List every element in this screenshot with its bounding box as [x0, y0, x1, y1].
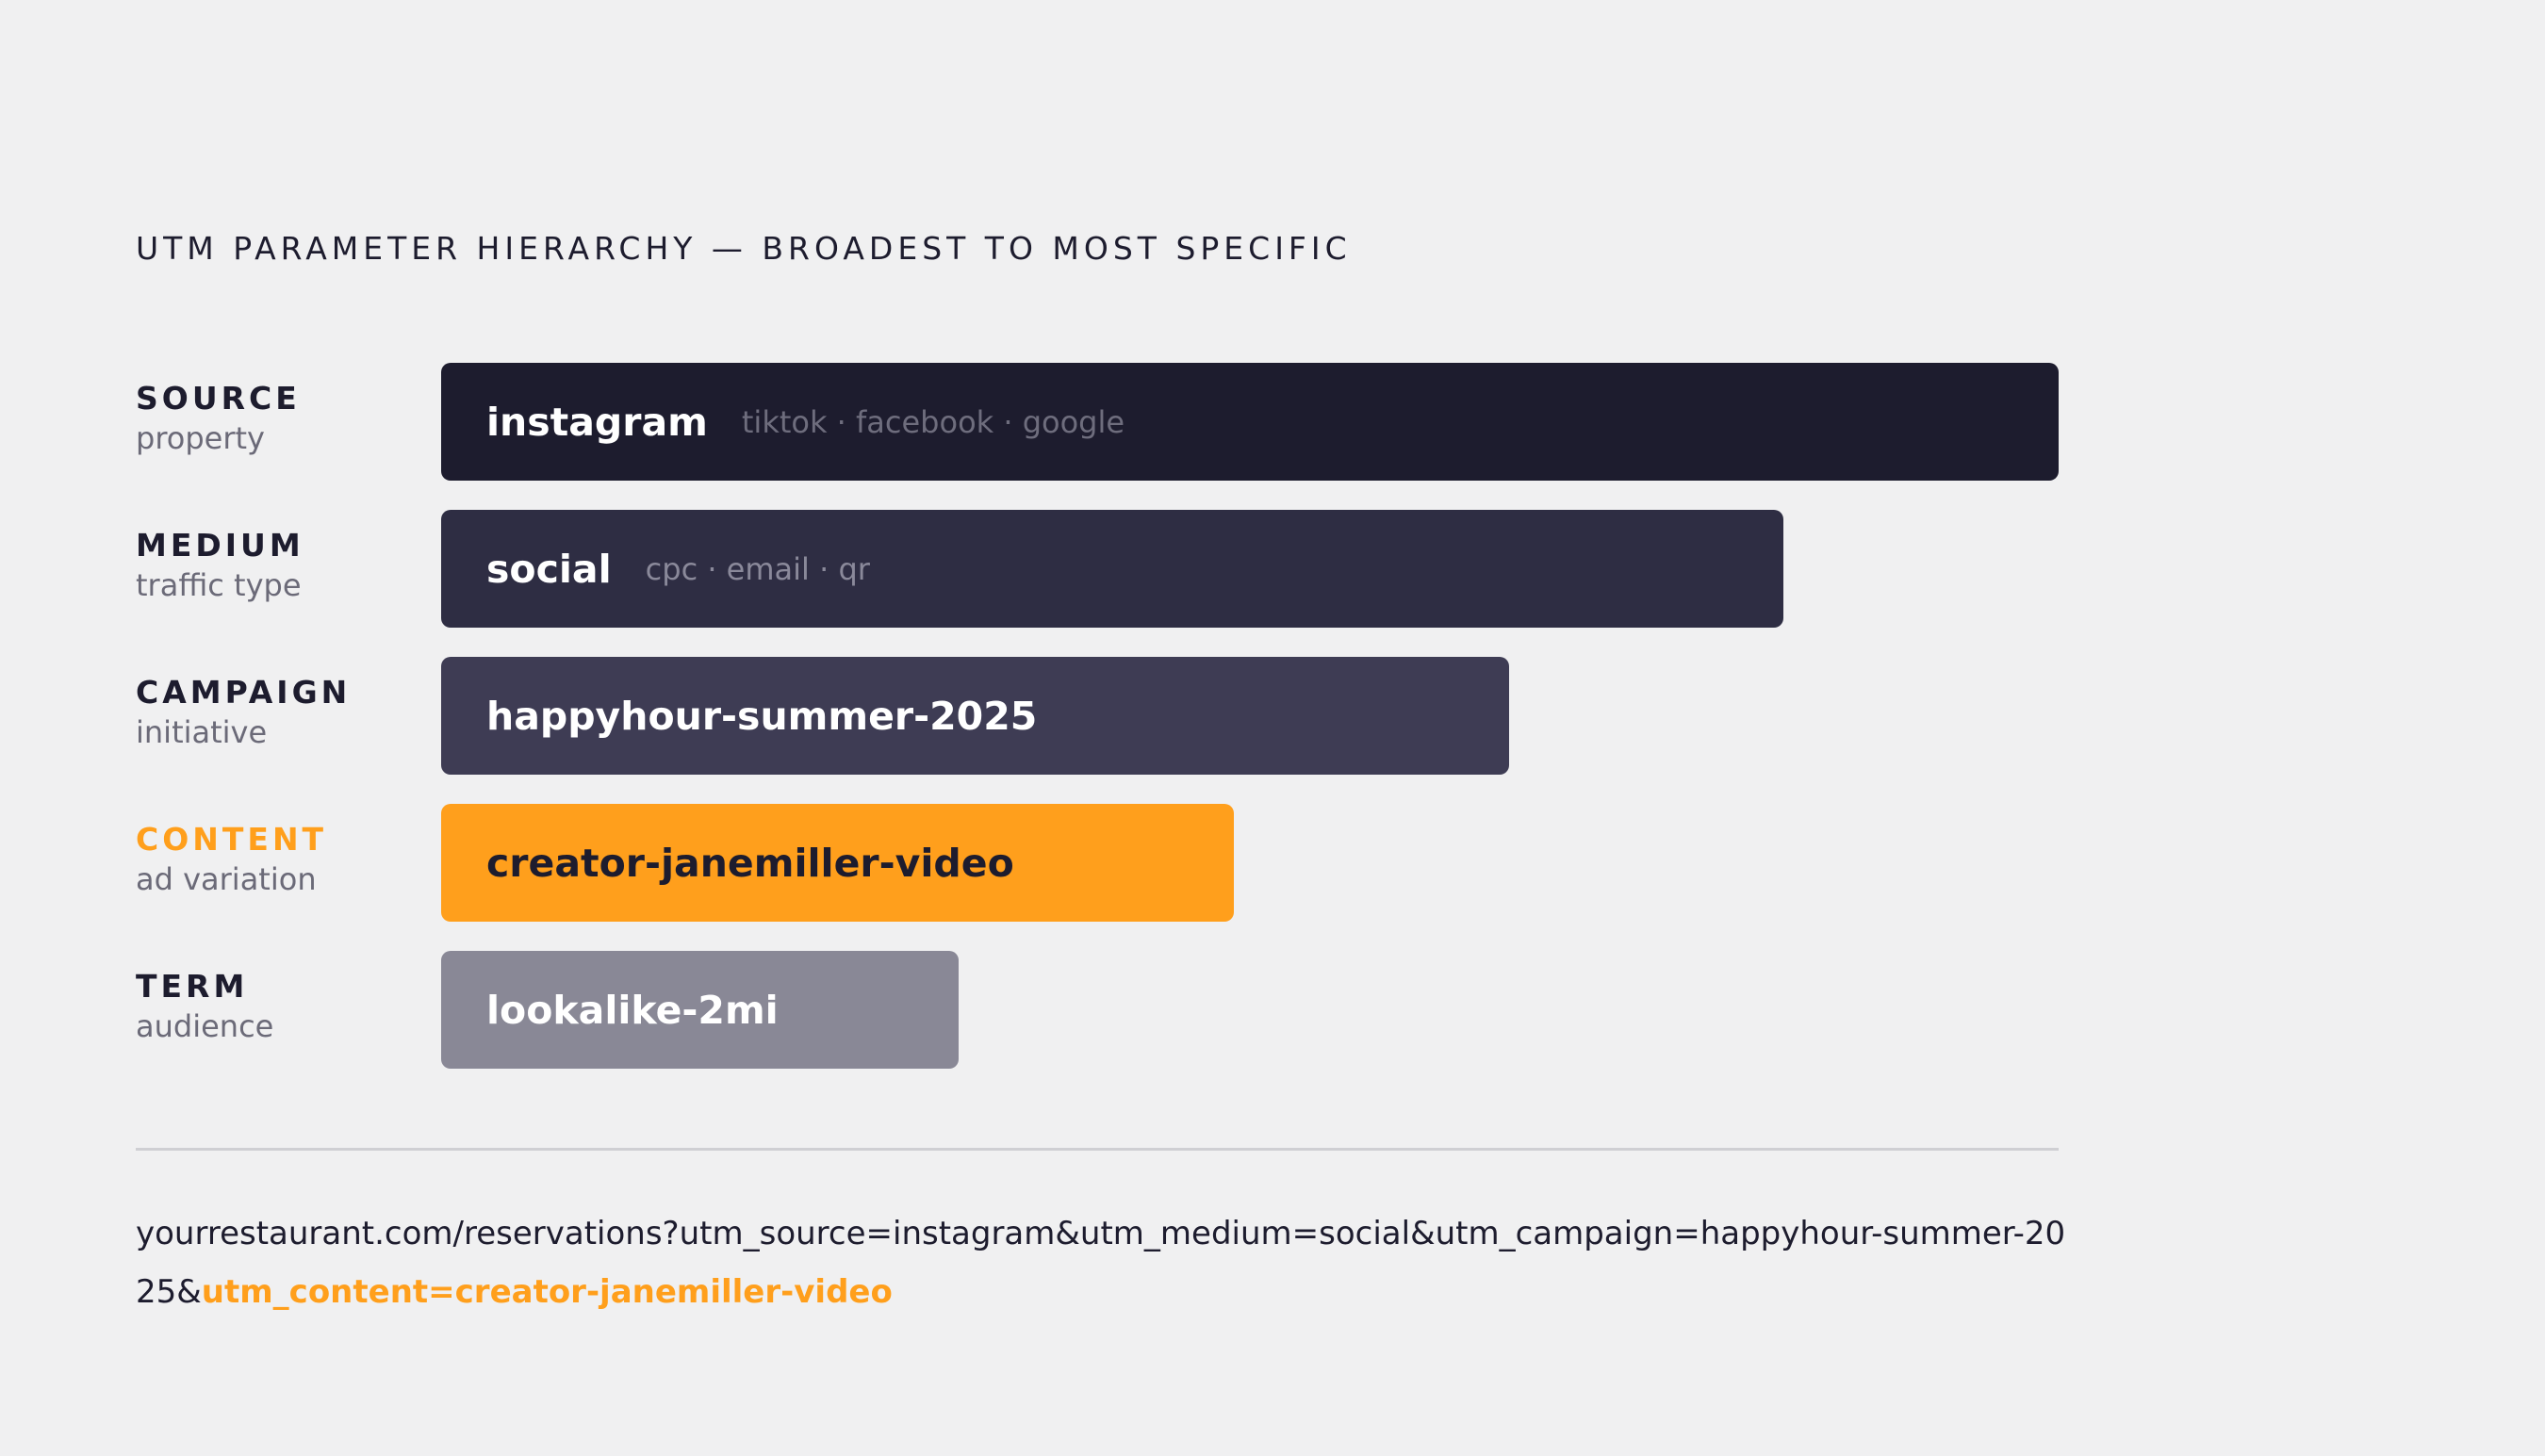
row-campaign: CAMPAIGN initiative happyhour-summer-2025 — [0, 657, 2545, 775]
bar-alternatives-medium: cpc · email · qr — [645, 550, 870, 587]
bar-value-content: creator-janemiller-video — [486, 840, 1014, 886]
param-name-term: TERM — [136, 968, 249, 1005]
bar-source: instagram tiktok · facebook · google — [441, 363, 2059, 481]
param-name-content: CONTENT — [136, 821, 328, 858]
url-base: yourrestaurant.com/reservations?utm_sour… — [136, 1215, 2066, 1311]
param-name-source: SOURCE — [136, 380, 301, 417]
divider — [136, 1148, 2059, 1151]
row-source: SOURCE property instagram tiktok · facebook… — [0, 363, 2545, 481]
param-name-medium: MEDIUM — [136, 527, 304, 564]
bar-value-campaign: happyhour-summer-2025 — [486, 693, 1038, 739]
param-description-source: property — [136, 420, 265, 456]
row-label-source: SOURCE property — [136, 380, 419, 459]
row-label-content: CONTENT ad variation — [136, 821, 419, 900]
bar-alternatives-source: tiktok · facebook · google — [741, 403, 1125, 440]
row-label-campaign: CAMPAIGN initiative — [136, 674, 419, 753]
bar-term: lookalike-2mi — [441, 951, 959, 1069]
example-url: yourrestaurant.com/reservations?utm_sour… — [136, 1204, 2077, 1321]
row-label-medium: MEDIUM traffic type — [136, 527, 419, 606]
param-description-medium: traffic type — [136, 567, 302, 603]
bar-value-medium: social — [486, 546, 612, 592]
row-content: CONTENT ad variation creator-janemiller-vi… — [0, 804, 2545, 922]
row-label-term: TERM audience — [136, 968, 419, 1047]
row-medium: MEDIUM traffic type social cpc · email · qr — [0, 510, 2545, 628]
bar-value-term: lookalike-2mi — [486, 987, 779, 1033]
url-content-highlight: utm_content=creator-janemiller-video — [201, 1273, 893, 1311]
param-description-term: audience — [136, 1008, 274, 1044]
row-term: TERM audience lookalike-2mi — [0, 951, 2545, 1069]
bar-medium: social cpc · email · qr — [441, 510, 1783, 628]
param-description-content: ad variation — [136, 861, 317, 897]
bar-campaign: happyhour-summer-2025 — [441, 657, 1509, 775]
param-name-campaign: CAMPAIGN — [136, 674, 352, 711]
param-description-campaign: initiative — [136, 714, 268, 750]
bar-content: creator-janemiller-video — [441, 804, 1234, 922]
chart-title: UTM PARAMETER HIERARCHY — BROADEST TO MO… — [136, 230, 1352, 267]
bar-value-source: instagram — [486, 399, 708, 445]
